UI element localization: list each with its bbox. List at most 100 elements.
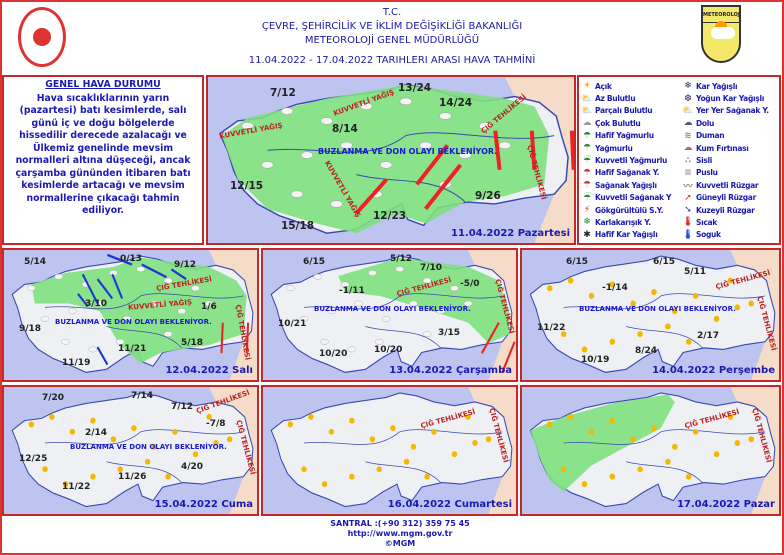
legend-label: Gökgürültülü S.Y. [595, 205, 664, 215]
legend-item: ☂ Sağanak Yağışlı [581, 179, 682, 191]
cloud-icon [54, 273, 63, 280]
temperature-label: 7/20 [42, 393, 65, 403]
cloud-icon [88, 346, 98, 353]
heavy-snow-icon: ❆ [684, 93, 692, 104]
map-tuesday: 12.04.2022 Salı BUZLANMA VE DON OLAYI BEK… [2, 248, 259, 382]
temperature-label: -5/0 [460, 279, 480, 289]
legend-item: ☂ Yağmurlu [581, 142, 682, 154]
sun-icon [672, 308, 678, 315]
region-borders [303, 429, 503, 483]
region-borders [44, 293, 244, 349]
sun-icon [431, 428, 437, 435]
north-wind-arrow-icon [141, 263, 167, 279]
neighbor-countries [468, 250, 516, 380]
south-wind-arrow-icon [245, 322, 250, 354]
cloud-icon [436, 308, 446, 315]
temperature-label: 11/21 [118, 344, 147, 354]
map-saturday: 16.04.2022 Cumartesi ÇIĞ TEHLİKESİ ÇIĞ TEH… [261, 385, 518, 516]
legend-item: ⚡ Gökgürültülü S.Y. [581, 204, 682, 216]
website-link[interactable]: http://www.mgm.gov.tr [347, 529, 453, 538]
legend-item: ☂ Hafif Yağmurlu [581, 130, 682, 142]
temperature-label: 8/24 [635, 346, 658, 356]
sun-icon [651, 425, 657, 432]
sun-icon [547, 285, 553, 292]
temperature-label: 0/13 [120, 254, 143, 264]
sun-icon [637, 331, 643, 338]
legend-label: Yağmurlu [595, 143, 633, 153]
map-svg [529, 387, 779, 514]
cloud-icon [340, 141, 353, 150]
region-borders [563, 429, 766, 483]
map-date-label: 17.04.2022 Pazar [676, 499, 775, 510]
cloud-icon [374, 338, 384, 345]
legend: ☀ Açık ⛅ Az Bulutlu ⛅ Parçalı Bulutlu ☁ Çok Bul… [577, 75, 781, 245]
legend-item: ➚ Güneyli Rüzgar [682, 192, 779, 204]
footer: SANTRAL :(+90 312) 359 75 45 http://www.… [300, 519, 500, 549]
legend-item: 🌡 Sıcak [682, 216, 779, 228]
legend-item: ⛅ Az Bulutlu [581, 92, 682, 104]
cloud-icon [280, 107, 294, 115]
sun-icon [672, 443, 678, 450]
legend-label: Yer Yer Sağanak Y. [696, 106, 769, 116]
map-svg [270, 387, 516, 514]
map-date-label: 11.04.2022 Pazartesi [451, 228, 570, 239]
sun-icon [28, 421, 35, 428]
map-svg [11, 387, 257, 514]
south-wind-arrow-icon [424, 163, 462, 211]
south-wind-arrow-icon [501, 341, 516, 373]
temperature-label: 6/15 [566, 257, 589, 267]
map-date-label: 12.04.2022 Salı [165, 365, 253, 376]
temperature-label: 14/24 [439, 97, 473, 109]
sun-icon [609, 417, 616, 424]
cloud-icon [68, 308, 77, 315]
temperature-label: 9/26 [475, 190, 501, 202]
sun-icon [410, 443, 417, 450]
sun-icon [547, 421, 553, 428]
legend-label: Parçalı Bulutlu [595, 106, 653, 116]
legend-item: ☀ Açık [581, 80, 682, 92]
temperature-label: 10/20 [374, 345, 403, 355]
north-wind-arrow-icon [170, 268, 187, 281]
hot-thermometer-icon: 🌡 [682, 217, 694, 228]
sun-icon [560, 331, 567, 338]
legend-item: ≡ Puslu [682, 167, 779, 179]
legend-item: ☔ Kuvvetli Sağanak Y [581, 192, 682, 204]
turkey-land [270, 392, 513, 508]
south-wind-arrow-icon [220, 322, 224, 354]
temperature-label: 8/14 [332, 123, 358, 135]
temperature-label: 7/10 [420, 263, 443, 273]
snow-icon: ❄ [684, 81, 692, 92]
map-svg [218, 77, 574, 243]
legend-item: 〰 Kuvvetli Rüzgar [682, 179, 779, 192]
cloud-icon [379, 161, 393, 169]
temperature-label: 12/15 [230, 180, 264, 192]
ministry-seal-logo [18, 7, 66, 67]
sun-icon [665, 323, 671, 330]
map-svg [11, 250, 257, 380]
general-weather-box: GENEL HAVA DURUMU Hava sıcaklıklarının y… [2, 75, 204, 245]
neighbor-countries [730, 250, 779, 380]
frost-notice: BUZLANMA VE DON OLAYI BEKLENİYOR. [318, 147, 498, 156]
sun-icon [560, 466, 567, 473]
legend-label: Sisli [696, 156, 713, 166]
south-wind-arrow-icon [480, 322, 500, 354]
legend-label: Karlakarışık Y. [595, 217, 651, 227]
temperature-label: 12/23 [373, 210, 407, 222]
neighbor-countries [504, 77, 574, 243]
sun-icon [308, 413, 314, 420]
legend-label: Dolu [696, 118, 715, 128]
light-shower-icon: ☂ [582, 167, 592, 178]
temperature-label: -7/8 [206, 419, 226, 429]
temperature-label: 11/19 [62, 358, 91, 368]
cloud-icon [340, 281, 350, 288]
temperature-label: 6/15 [303, 257, 326, 267]
sandstorm-icon: ☁ [683, 143, 693, 154]
map-svg [529, 250, 779, 380]
map-date-label: 13.04.2022 Çarşamba [389, 365, 512, 376]
thunderstorm-icon: ⚡ [583, 205, 591, 216]
temperature-label: 9/18 [19, 324, 42, 334]
north-wind-arrow-icon: ➘ [684, 205, 692, 216]
cloud-icon [313, 273, 322, 280]
sleet-icon: ❄ [583, 217, 591, 228]
sun-icon [472, 440, 478, 447]
